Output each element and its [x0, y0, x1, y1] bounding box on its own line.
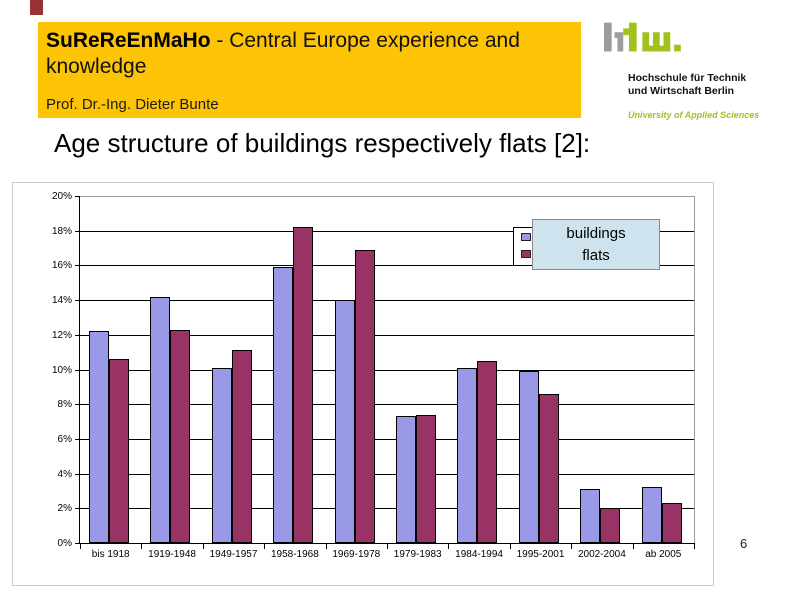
corner-accent-square [30, 0, 43, 15]
project-title-rest: - Central Europe experience and knowledg… [46, 29, 520, 78]
legend-swatch-buildings [521, 233, 531, 241]
logo-institution-line2: und Wirtschaft Berlin [628, 85, 735, 97]
header-banner: SuReReEnMaHo - Central Europe experience… [38, 22, 581, 118]
project-title: SuReReEnMaHo - Central Europe experience… [46, 28, 574, 80]
htw-logo-icon [604, 22, 681, 52]
htw-logo: Hochschule für Technik und Wirtschaft Be… [604, 20, 790, 120]
legend-label-flats: flats [582, 246, 610, 264]
page-number: 6 [740, 536, 748, 551]
author-line: Prof. Dr.-Ing. Dieter Bunte [46, 96, 219, 113]
legend-swatch-flats [521, 250, 531, 258]
logo-tagline: University of Applied Sciences [628, 110, 760, 120]
legend-label-box: buildings flats [532, 219, 660, 270]
logo-institution-line1: Hochschule für Technik [628, 72, 747, 84]
project-name: SuReReEnMaHo [46, 29, 211, 52]
slide-title: Age structure of buildings respectively … [54, 128, 591, 158]
legend-label-buildings: buildings [566, 224, 626, 242]
